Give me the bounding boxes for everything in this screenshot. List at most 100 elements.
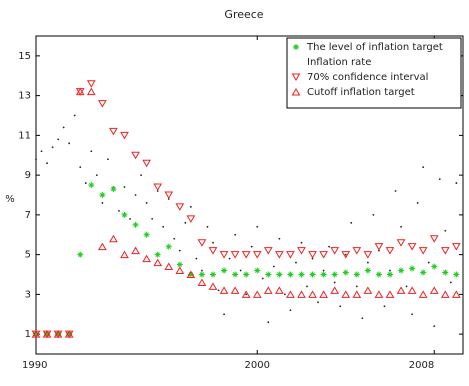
data-point [118,210,120,212]
interval-lower-point [186,270,196,278]
y-axis-label: % [5,194,15,205]
data-point [173,237,176,240]
interval-upper-point [120,131,129,140]
interval-lower-point [330,286,340,294]
data-point [68,142,71,145]
data-point [234,233,237,236]
target-point [265,271,272,278]
interval-lower-point [252,290,262,298]
data-point [123,186,126,188]
data-point [438,178,441,181]
data-point [361,317,364,320]
interval-lower-point [374,290,384,298]
chart-title: Greece [224,8,263,21]
interval-lower-point [407,286,417,294]
data-point [62,126,65,129]
data-point [306,285,308,288]
series-layer [31,80,461,339]
data-point [372,213,375,216]
interval-upper-point [131,151,140,160]
legend-item: Inflation rate [307,57,371,68]
interval-lower-point [31,330,41,338]
data-point [455,182,458,184]
interval-lower-point [429,286,439,294]
target-point [132,221,139,228]
interval-lower-point [219,286,229,294]
target-point [298,271,305,278]
legend-box [286,37,462,109]
target-point [431,263,438,270]
data-point [195,257,198,260]
y-tick-label: 3 [25,289,31,300]
data-point [422,166,425,169]
interval-upper-point [396,239,406,247]
interval-upper-point [286,251,295,259]
data-point [300,241,303,244]
data-point [145,202,148,204]
data-point [289,309,292,312]
data-point [416,202,419,204]
interval-lower-point [297,290,306,298]
data-point [107,158,109,161]
interval-lower-point [286,290,295,298]
interval-lower-point [230,286,240,294]
interval-upper-point [374,243,384,251]
target-point [353,271,360,278]
target-point [420,269,427,276]
target-point [398,267,405,274]
interval-upper-point [451,243,461,251]
data-point [344,253,347,256]
y-tick-label: 7 [25,210,31,221]
data-point [178,249,181,252]
interval-lower-point [64,330,74,338]
interval-lower-point [385,290,395,298]
interval-upper-point [330,247,340,255]
data-point [79,166,82,169]
data-point [201,269,203,272]
data-point [339,305,342,308]
interval-upper-point [230,251,240,259]
x-tick-label: 1990 [22,360,47,371]
target-point [442,269,449,276]
target-point [243,271,250,278]
interval-lower-point [53,330,63,338]
target-point [342,269,349,276]
target-point [221,267,228,274]
data-point [261,277,264,280]
interval-upper-point [197,239,207,247]
data-point [212,241,214,244]
legend-label: The level of inflation target [306,42,443,53]
data-point [278,237,281,240]
target-point [320,271,327,278]
legend-marker [291,73,301,81]
data-point [129,217,131,220]
interval-upper-point [319,251,328,259]
interval-lower-point [451,290,461,298]
y-tick-label: 9 [25,170,31,181]
data-point [95,174,98,177]
data-point [333,281,336,284]
y-tick-label: 1 [25,329,31,340]
interval-upper-point [153,183,163,192]
interval-lower-point [131,246,140,255]
data-point [355,285,358,288]
plot-frame [35,35,464,355]
interval-lower-point [86,87,96,96]
interval-upper-point [208,247,218,255]
data-point [90,150,93,153]
interval-lower-point [440,290,450,298]
interval-lower-point [120,250,129,259]
y-tick-label: 11 [18,130,31,141]
data-point [35,158,37,161]
target-point [309,271,316,278]
series-triangle-up [31,87,461,338]
data-point [250,245,253,248]
data-point [366,261,369,264]
data-point [162,225,165,228]
data-point [228,257,231,260]
interval-lower-point [208,282,218,290]
interval-upper-point [274,251,284,259]
data-point [189,206,192,208]
interval-upper-point [341,251,351,259]
